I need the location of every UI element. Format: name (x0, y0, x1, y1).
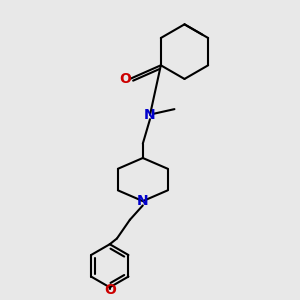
Text: O: O (104, 283, 116, 297)
Text: O: O (119, 72, 130, 86)
Text: N: N (144, 108, 156, 122)
Text: N: N (137, 194, 148, 208)
